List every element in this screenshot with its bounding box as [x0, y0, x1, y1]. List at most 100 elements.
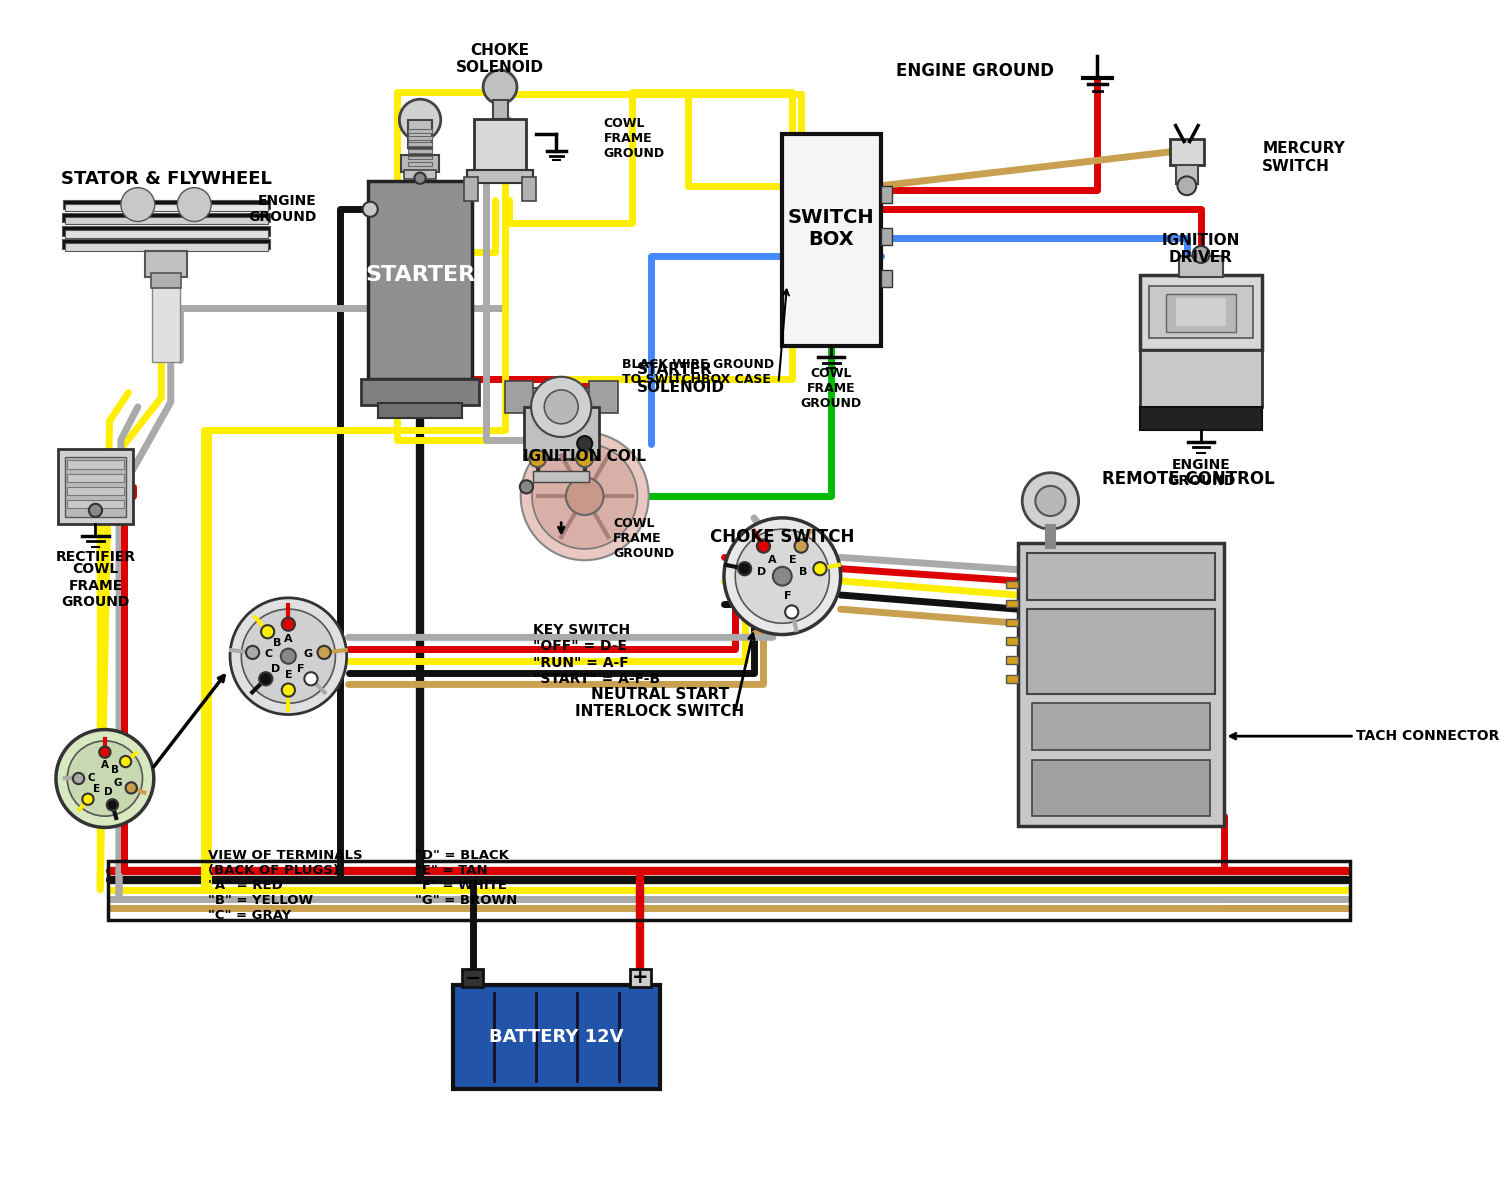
Circle shape: [773, 567, 792, 586]
Bar: [881, 270, 892, 287]
Circle shape: [483, 70, 518, 104]
Circle shape: [738, 562, 751, 575]
Text: A: A: [284, 634, 293, 643]
Bar: [629, 968, 650, 987]
Bar: [65, 230, 267, 237]
Text: E: E: [94, 784, 100, 794]
Bar: [368, 181, 472, 379]
Circle shape: [1035, 486, 1065, 516]
Bar: [1007, 656, 1017, 663]
Circle shape: [261, 625, 275, 638]
Circle shape: [100, 747, 110, 757]
Bar: [407, 162, 432, 166]
Bar: [404, 170, 436, 179]
Circle shape: [576, 436, 592, 451]
Bar: [361, 379, 480, 405]
Bar: [68, 461, 124, 469]
Circle shape: [530, 450, 546, 467]
Circle shape: [281, 649, 296, 663]
Circle shape: [519, 480, 533, 493]
Circle shape: [521, 432, 649, 560]
Text: E: E: [285, 669, 293, 680]
Text: VIEW OF TERMINALS
(BACK OF PLUGS)
"A" = RED
"B" = YELLOW
"C" = GRAY: VIEW OF TERMINALS (BACK OF PLUGS) "A" = …: [208, 849, 364, 922]
Circle shape: [229, 598, 347, 715]
Text: COWL
FRAME
GROUND: COWL FRAME GROUND: [613, 517, 675, 560]
Bar: [407, 156, 432, 160]
Text: F: F: [783, 591, 791, 601]
Text: MERCURY
SWITCH: MERCURY SWITCH: [1262, 142, 1345, 174]
Text: IGNITION
DRIVER: IGNITION DRIVER: [1162, 232, 1240, 264]
Bar: [62, 200, 270, 210]
Text: G: G: [303, 649, 312, 659]
Bar: [881, 186, 892, 202]
Bar: [881, 229, 892, 245]
Bar: [377, 403, 462, 418]
Text: BATTERY 12V: BATTERY 12V: [489, 1028, 623, 1046]
Bar: [1007, 675, 1017, 682]
Bar: [62, 239, 270, 249]
Bar: [401, 155, 439, 172]
Text: −: −: [465, 968, 481, 987]
Circle shape: [83, 793, 94, 805]
Bar: [407, 149, 432, 152]
Bar: [407, 136, 432, 139]
Circle shape: [735, 529, 830, 623]
Bar: [1028, 553, 1215, 600]
Text: D: D: [104, 787, 113, 797]
Circle shape: [107, 799, 118, 811]
Bar: [57, 449, 133, 524]
Bar: [1139, 275, 1262, 350]
Circle shape: [362, 201, 377, 217]
Text: COWL
FRAME
GROUND: COWL FRAME GROUND: [604, 117, 664, 161]
Bar: [1007, 637, 1017, 644]
Bar: [1139, 407, 1262, 430]
Text: ENGINE GROUND: ENGINE GROUND: [896, 62, 1055, 80]
Bar: [1032, 703, 1210, 750]
Circle shape: [72, 773, 85, 784]
Bar: [465, 177, 478, 201]
Bar: [65, 204, 267, 211]
Bar: [1007, 618, 1017, 626]
Text: CHOKE
SOLENOID: CHOKE SOLENOID: [456, 43, 545, 75]
Circle shape: [785, 605, 798, 618]
Circle shape: [282, 684, 294, 697]
Text: A: A: [768, 555, 776, 565]
Text: RECTIFIER: RECTIFIER: [56, 550, 136, 565]
Bar: [1032, 760, 1210, 816]
Circle shape: [282, 618, 294, 631]
Circle shape: [125, 782, 137, 793]
Bar: [407, 130, 432, 133]
Circle shape: [758, 540, 770, 553]
Circle shape: [813, 562, 827, 575]
Bar: [152, 286, 180, 362]
Text: COWL
FRAME
GROUND: COWL FRAME GROUND: [801, 367, 862, 410]
Bar: [468, 170, 533, 183]
Text: STATOR & FLYWHEEL: STATOR & FLYWHEEL: [60, 170, 272, 188]
Bar: [65, 456, 125, 517]
Bar: [1169, 138, 1204, 166]
Bar: [65, 243, 267, 250]
Bar: [145, 250, 187, 278]
Bar: [407, 143, 432, 146]
Circle shape: [533, 443, 637, 549]
Text: COWL
FRAME
GROUND: COWL FRAME GROUND: [62, 562, 130, 609]
Circle shape: [415, 173, 426, 183]
Circle shape: [576, 450, 593, 467]
Bar: [1017, 543, 1224, 825]
Circle shape: [566, 478, 604, 515]
Circle shape: [1192, 247, 1209, 263]
Bar: [107, 861, 1349, 919]
Bar: [1028, 609, 1215, 694]
Bar: [504, 380, 533, 413]
Circle shape: [795, 540, 807, 553]
Bar: [151, 273, 181, 288]
Bar: [533, 470, 590, 482]
Circle shape: [241, 609, 335, 703]
Text: IGNITION COIL: IGNITION COIL: [524, 449, 646, 464]
Text: TACH CONNECTOR: TACH CONNECTOR: [1357, 729, 1500, 743]
Text: B: B: [273, 637, 281, 648]
Bar: [407, 120, 432, 148]
Circle shape: [56, 730, 154, 828]
Bar: [590, 380, 617, 413]
Bar: [1180, 256, 1222, 278]
